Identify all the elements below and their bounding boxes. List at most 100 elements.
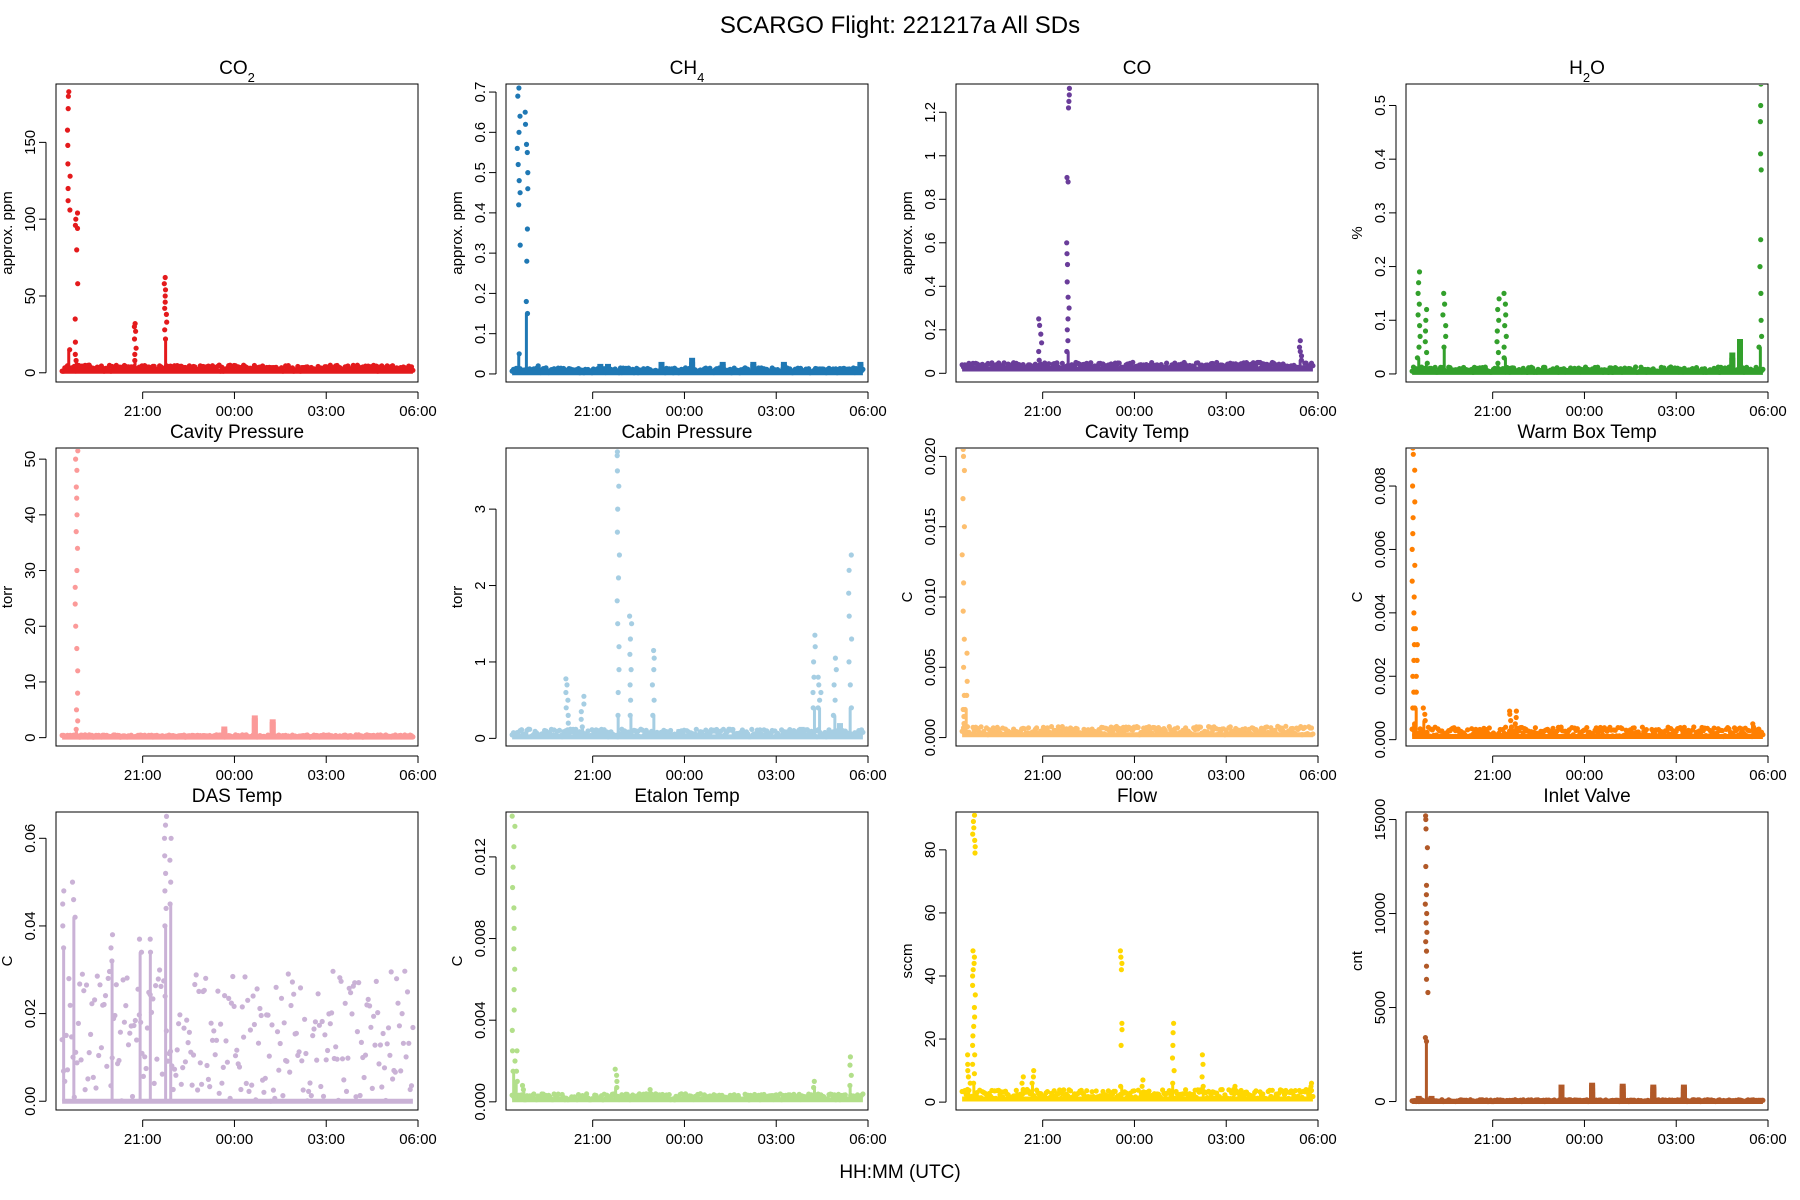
- data-point: [90, 1074, 96, 1080]
- chart-title: CH4: [670, 58, 705, 85]
- data-point: [1230, 1090, 1237, 1096]
- data-point: [1643, 727, 1649, 733]
- y-tick-label: 3: [472, 505, 489, 513]
- data-point: [280, 1093, 286, 1099]
- data-point: [1200, 1083, 1206, 1089]
- data-point: [260, 363, 266, 369]
- data-point: [396, 1023, 402, 1029]
- data-point: [257, 1005, 263, 1012]
- chart-title-main: H: [1569, 58, 1583, 79]
- data-point: [614, 1084, 620, 1091]
- data-point: [161, 281, 167, 287]
- data-point: [83, 982, 90, 988]
- data-point: [1283, 723, 1289, 729]
- data-point: [666, 1092, 672, 1098]
- data-point: [965, 1068, 971, 1074]
- data-point: [1423, 813, 1429, 819]
- data-bump: [221, 729, 228, 738]
- data-point: [509, 1048, 516, 1054]
- data-point: [509, 884, 516, 891]
- x-tick-label: 06:00: [1749, 403, 1787, 420]
- data-point: [964, 692, 970, 699]
- data-bump: [605, 365, 611, 373]
- y-tick-label: 0: [922, 1098, 939, 1106]
- data-point: [163, 813, 170, 820]
- data-point: [262, 1075, 268, 1081]
- data-point: [563, 705, 569, 711]
- data-bump: [269, 722, 276, 737]
- data-point: [1093, 1088, 1099, 1094]
- chart-title: DAS Temp: [192, 786, 282, 807]
- x-tick-label: 21:00: [124, 1131, 162, 1148]
- data-point: [1164, 360, 1170, 366]
- data-point: [353, 1094, 359, 1100]
- data-point: [385, 1025, 392, 1031]
- y-tick-label: 20: [22, 618, 39, 635]
- data-point: [131, 336, 138, 342]
- data-point: [960, 496, 966, 502]
- data-point: [186, 363, 192, 369]
- data-point: [817, 697, 823, 703]
- data-point: [1416, 280, 1422, 286]
- chart-title: Cavity Temp: [1085, 422, 1189, 443]
- data-bump: [780, 363, 787, 373]
- data-point: [61, 945, 67, 951]
- data-point: [346, 985, 352, 991]
- data-point: [1013, 1087, 1019, 1093]
- data-point: [212, 1052, 218, 1058]
- y-tick-label: 0.006: [1372, 531, 1389, 569]
- data-point: [74, 210, 81, 216]
- chart-title-subscript: 2: [1583, 70, 1590, 85]
- data-point: [1036, 357, 1042, 363]
- data-point: [1414, 657, 1420, 664]
- y-axis-label: sccm: [899, 944, 916, 979]
- y-tick-label: 0.5: [1372, 95, 1389, 116]
- x-tick-label: 21:00: [1024, 403, 1062, 420]
- data-point: [72, 601, 78, 607]
- y-tick-label: 0.000: [472, 1083, 489, 1121]
- data-point: [1631, 725, 1637, 731]
- data-point: [180, 1065, 186, 1071]
- data-point: [517, 113, 523, 119]
- data-bump: [676, 730, 683, 737]
- data-point: [1029, 1080, 1035, 1086]
- data-point: [239, 1004, 245, 1010]
- data-point: [236, 1064, 243, 1070]
- data-point: [297, 985, 304, 991]
- data-point: [96, 1052, 102, 1059]
- data-point: [614, 1072, 620, 1078]
- data-point: [1512, 721, 1518, 727]
- data-point: [860, 729, 866, 735]
- data-point: [811, 659, 817, 665]
- plot-frame: [55, 811, 419, 1111]
- data-point: [616, 552, 623, 558]
- data-point: [831, 682, 837, 688]
- data-point: [186, 1029, 192, 1035]
- data-point: [231, 1003, 237, 1010]
- data-point: [132, 1017, 138, 1024]
- chart-title-main: CH: [670, 58, 697, 79]
- data-point: [1057, 1087, 1063, 1093]
- data-point: [739, 727, 746, 733]
- x-tick-label: 00:00: [666, 767, 704, 784]
- data-point: [134, 1037, 140, 1043]
- data-point: [1146, 1088, 1152, 1094]
- data-point: [1501, 355, 1507, 361]
- data-point: [1116, 360, 1122, 366]
- data-point: [75, 1020, 81, 1026]
- data-point: [524, 149, 530, 156]
- data-point: [833, 667, 839, 673]
- data-point: [1036, 348, 1042, 355]
- x-tick-label: 00:00: [216, 1131, 254, 1148]
- y-tick-label: 10: [22, 674, 39, 691]
- data-point: [73, 456, 79, 462]
- data-point: [1414, 355, 1420, 361]
- data-point: [362, 1052, 369, 1058]
- y-tick-label: 0.000: [922, 719, 939, 757]
- data-point: [89, 1001, 95, 1007]
- series-points: [959, 85, 1316, 372]
- y-tick-label: 50: [22, 288, 39, 305]
- x-tick-label: 06:00: [399, 403, 437, 420]
- data-point: [394, 976, 400, 982]
- data-point: [516, 178, 522, 184]
